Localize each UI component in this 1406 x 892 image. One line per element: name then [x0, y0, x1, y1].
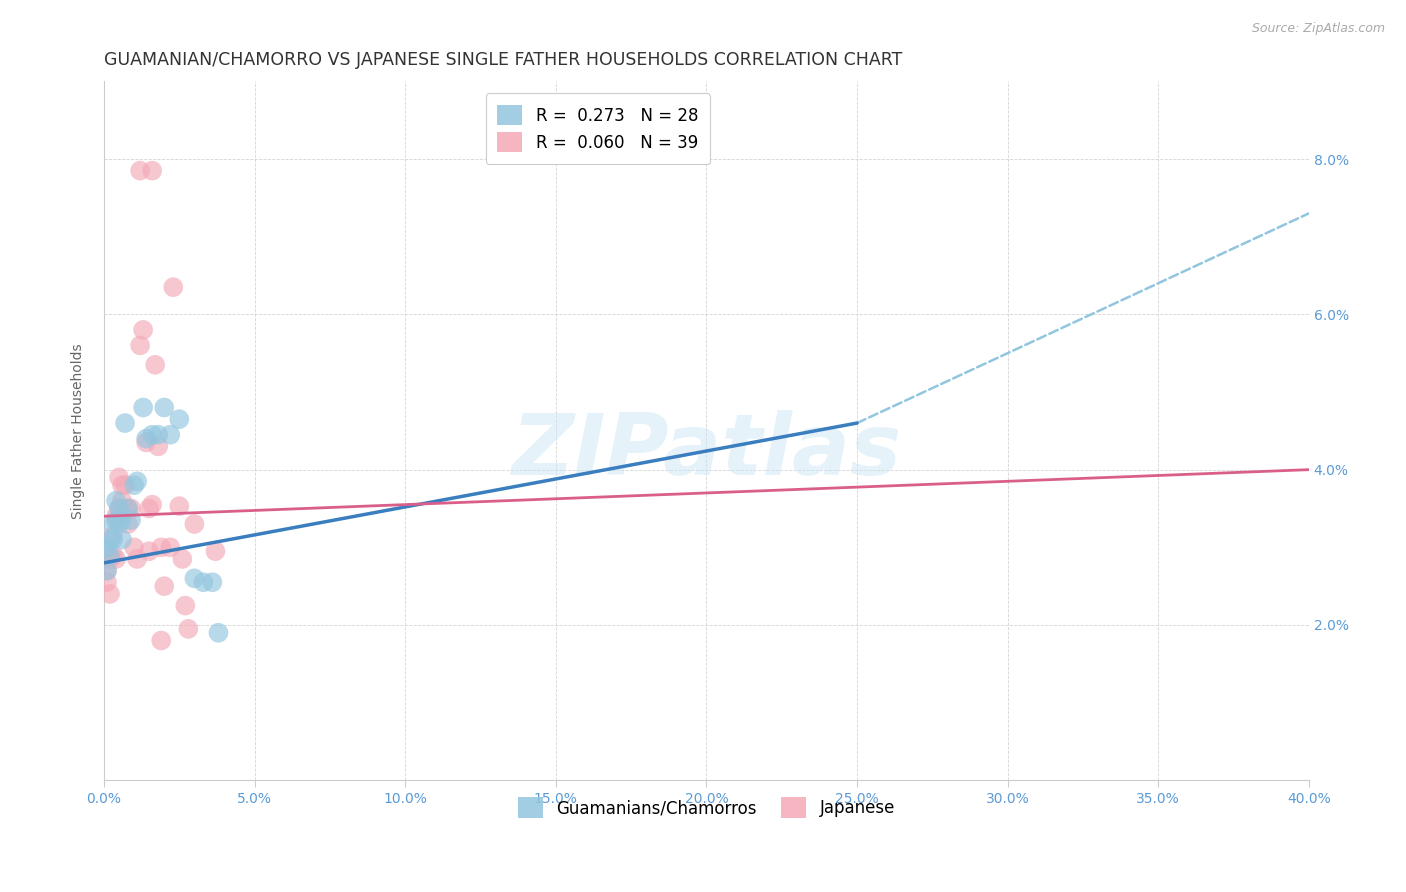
Point: [96, 564, 118, 578]
Point: [129, 338, 152, 352]
Point: [148, 439, 170, 453]
Point: [101, 516, 124, 531]
Point: [96, 564, 118, 578]
Point: [148, 427, 170, 442]
Point: [159, 541, 181, 555]
Point: [98, 552, 121, 566]
Point: [129, 163, 152, 178]
Point: [169, 499, 191, 513]
Point: [117, 501, 139, 516]
Point: [114, 478, 136, 492]
Point: [135, 435, 157, 450]
Point: [162, 280, 184, 294]
Point: [141, 427, 163, 442]
Point: [141, 163, 163, 178]
Point: [101, 529, 124, 543]
Point: [96, 575, 118, 590]
Point: [172, 552, 194, 566]
Point: [111, 533, 134, 547]
Point: [207, 625, 229, 640]
Point: [122, 541, 145, 555]
Point: [132, 323, 155, 337]
Point: [204, 544, 226, 558]
Legend: Guamanians/Chamorros, Japanese: Guamanians/Chamorros, Japanese: [510, 790, 901, 824]
Point: [111, 493, 134, 508]
Point: [132, 401, 155, 415]
Point: [159, 427, 181, 442]
Point: [201, 575, 224, 590]
Point: [127, 475, 149, 489]
Text: ZIPatlas: ZIPatlas: [512, 410, 901, 493]
Point: [108, 501, 131, 516]
Point: [108, 501, 131, 516]
Point: [174, 599, 197, 613]
Point: [141, 498, 163, 512]
Point: [117, 516, 139, 531]
Y-axis label: Single Father Households: Single Father Households: [72, 343, 86, 518]
Text: GUAMANIAN/CHAMORRO VS JAPANESE SINGLE FATHER HOUSEHOLDS CORRELATION CHART: GUAMANIAN/CHAMORRO VS JAPANESE SINGLE FA…: [104, 51, 903, 69]
Point: [138, 501, 160, 516]
Point: [105, 513, 128, 527]
Point: [96, 541, 118, 555]
Point: [138, 544, 160, 558]
Point: [105, 509, 128, 524]
Point: [183, 516, 205, 531]
Point: [111, 513, 134, 527]
Point: [98, 533, 121, 547]
Point: [120, 501, 142, 516]
Point: [153, 579, 176, 593]
Point: [114, 416, 136, 430]
Point: [127, 552, 149, 566]
Point: [117, 501, 139, 516]
Text: Source: ZipAtlas.com: Source: ZipAtlas.com: [1251, 22, 1385, 36]
Point: [122, 478, 145, 492]
Point: [101, 533, 124, 547]
Point: [169, 412, 191, 426]
Point: [135, 432, 157, 446]
Point: [150, 541, 173, 555]
Point: [143, 358, 166, 372]
Point: [98, 548, 121, 562]
Point: [120, 513, 142, 527]
Point: [108, 470, 131, 484]
Point: [150, 633, 173, 648]
Point: [105, 552, 128, 566]
Point: [183, 571, 205, 585]
Point: [105, 493, 128, 508]
Point: [108, 516, 131, 531]
Point: [193, 575, 215, 590]
Point: [111, 478, 134, 492]
Point: [101, 548, 124, 562]
Point: [177, 622, 200, 636]
Point: [98, 587, 121, 601]
Point: [153, 401, 176, 415]
